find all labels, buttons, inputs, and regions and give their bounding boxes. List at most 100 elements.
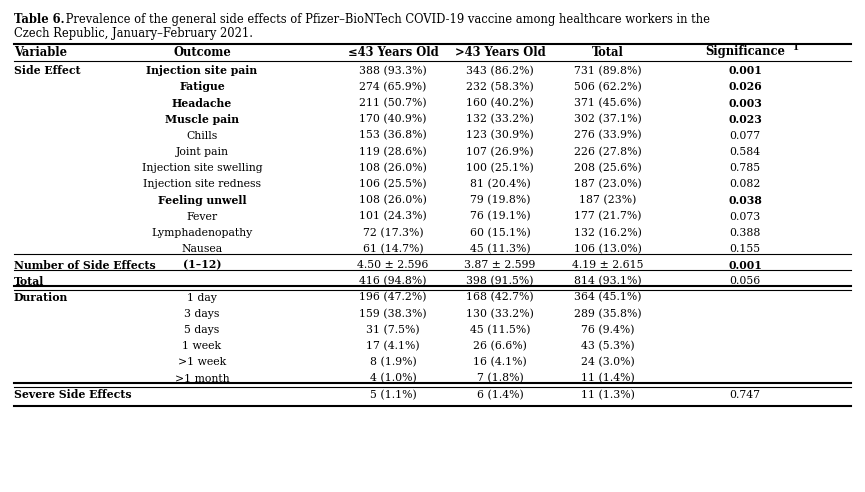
Text: 388 (93.3%): 388 (93.3%): [359, 65, 426, 76]
Text: Headache: Headache: [172, 97, 232, 109]
Text: Injection site pain: Injection site pain: [146, 65, 258, 76]
Text: 0.038: 0.038: [728, 195, 762, 206]
Text: 108 (26.0%): 108 (26.0%): [359, 195, 427, 206]
Text: 187 (23%): 187 (23%): [580, 195, 637, 206]
Text: 187 (23.0%): 187 (23.0%): [574, 179, 642, 189]
Text: 7 (1.8%): 7 (1.8%): [477, 373, 523, 384]
Text: Lymphadenopathy: Lymphadenopathy: [151, 228, 253, 238]
Text: Outcome: Outcome: [173, 45, 231, 59]
Text: 416 (94.8%): 416 (94.8%): [359, 276, 426, 286]
Text: Muscle pain: Muscle pain: [165, 114, 239, 125]
Text: 0.073: 0.073: [729, 212, 760, 221]
Text: 170 (40.9%): 170 (40.9%): [359, 114, 426, 124]
Text: >43 Years Old: >43 Years Old: [455, 45, 545, 59]
Text: Fatigue: Fatigue: [179, 81, 225, 92]
Text: 0.077: 0.077: [729, 130, 760, 141]
Text: 0.001: 0.001: [728, 260, 762, 271]
Text: >1 week: >1 week: [178, 357, 226, 368]
Text: 3 days: 3 days: [184, 308, 220, 319]
Text: 76 (19.1%): 76 (19.1%): [470, 212, 530, 222]
Text: 0.023: 0.023: [728, 114, 762, 125]
Text: 371 (45.6%): 371 (45.6%): [574, 98, 642, 108]
Text: 0.082: 0.082: [729, 179, 760, 189]
Text: 211 (50.7%): 211 (50.7%): [359, 98, 426, 108]
Text: 72 (17.3%): 72 (17.3%): [362, 228, 423, 238]
Text: Injection site redness: Injection site redness: [143, 179, 261, 189]
Text: 302 (37.1%): 302 (37.1%): [574, 114, 642, 124]
Text: 289 (35.8%): 289 (35.8%): [574, 308, 642, 319]
Text: 4 (1.0%): 4 (1.0%): [369, 373, 416, 384]
Text: 130 (33.2%): 130 (33.2%): [466, 308, 534, 319]
Text: Joint pain: Joint pain: [176, 147, 228, 157]
Text: 3.87 ± 2.599: 3.87 ± 2.599: [465, 260, 535, 270]
Text: 0.785: 0.785: [729, 163, 760, 173]
Text: 43 (5.3%): 43 (5.3%): [581, 341, 635, 351]
Text: 226 (27.8%): 226 (27.8%): [574, 147, 642, 157]
Text: 159 (38.3%): 159 (38.3%): [359, 308, 426, 319]
Text: 1: 1: [793, 43, 799, 53]
Text: 11 (1.4%): 11 (1.4%): [581, 373, 635, 384]
Text: 160 (40.2%): 160 (40.2%): [466, 98, 534, 108]
Text: 16 (4.1%): 16 (4.1%): [473, 357, 527, 368]
Text: Table 6.: Table 6.: [14, 13, 65, 26]
Text: 100 (25.1%): 100 (25.1%): [466, 163, 534, 173]
Text: Severe Side Effects: Severe Side Effects: [14, 389, 131, 400]
Text: 1 day: 1 day: [187, 293, 217, 303]
Text: 45 (11.3%): 45 (11.3%): [470, 244, 530, 254]
Text: 60 (15.1%): 60 (15.1%): [470, 228, 530, 238]
Text: 0.026: 0.026: [728, 81, 762, 92]
Text: Fever: Fever: [187, 212, 218, 221]
Text: 153 (36.8%): 153 (36.8%): [359, 130, 426, 141]
Text: 45 (11.5%): 45 (11.5%): [470, 325, 530, 335]
Text: 208 (25.6%): 208 (25.6%): [574, 163, 642, 173]
Text: Prevalence of the general side effects of Pfizer–BioNTech COVID-19 vaccine among: Prevalence of the general side effects o…: [62, 13, 710, 26]
Text: 168 (42.7%): 168 (42.7%): [466, 292, 534, 303]
Text: 506 (62.2%): 506 (62.2%): [574, 82, 642, 92]
Text: 6 (1.4%): 6 (1.4%): [477, 390, 523, 400]
Text: 0.056: 0.056: [729, 277, 760, 286]
Text: 26 (6.6%): 26 (6.6%): [473, 341, 527, 351]
Text: 123 (30.9%): 123 (30.9%): [466, 130, 534, 141]
Text: 274 (65.9%): 274 (65.9%): [359, 82, 426, 92]
Text: 0.001: 0.001: [728, 65, 762, 76]
Text: Total: Total: [14, 276, 44, 287]
Text: Feeling unwell: Feeling unwell: [157, 195, 247, 206]
Text: 61 (14.7%): 61 (14.7%): [362, 244, 423, 254]
Text: 79 (19.8%): 79 (19.8%): [470, 195, 530, 206]
Text: 8 (1.9%): 8 (1.9%): [369, 357, 416, 368]
Text: 0.155: 0.155: [729, 244, 760, 254]
Text: Variable: Variable: [14, 45, 67, 59]
Text: 731 (89.8%): 731 (89.8%): [574, 65, 642, 76]
Text: 0.388: 0.388: [729, 228, 760, 238]
Text: 0.747: 0.747: [729, 390, 760, 400]
Text: Nausea: Nausea: [182, 244, 222, 254]
Text: 4.50 ± 2.596: 4.50 ± 2.596: [357, 260, 429, 270]
Text: 232 (58.3%): 232 (58.3%): [466, 82, 534, 92]
Text: 0.584: 0.584: [729, 147, 760, 157]
Text: 177 (21.7%): 177 (21.7%): [574, 212, 642, 222]
Text: (1–12): (1–12): [183, 260, 221, 271]
Text: Side Effect: Side Effect: [14, 65, 80, 76]
Text: Czech Republic, January–February 2021.: Czech Republic, January–February 2021.: [14, 27, 253, 40]
Text: >1 month: >1 month: [175, 373, 229, 384]
Text: 101 (24.3%): 101 (24.3%): [359, 212, 426, 222]
Text: Number of Side Effects: Number of Side Effects: [14, 260, 156, 271]
Text: 132 (16.2%): 132 (16.2%): [574, 228, 642, 238]
Text: Significance: Significance: [705, 45, 785, 59]
Text: Duration: Duration: [14, 292, 68, 303]
Text: 132 (33.2%): 132 (33.2%): [466, 114, 534, 124]
Text: ≤43 Years Old: ≤43 Years Old: [348, 45, 439, 59]
Text: 11 (1.3%): 11 (1.3%): [581, 390, 635, 400]
Text: 108 (26.0%): 108 (26.0%): [359, 163, 427, 173]
Text: 119 (28.6%): 119 (28.6%): [359, 147, 426, 157]
Text: 106 (13.0%): 106 (13.0%): [574, 244, 642, 254]
Text: 31 (7.5%): 31 (7.5%): [366, 325, 420, 335]
Text: 5 days: 5 days: [184, 325, 220, 335]
Text: 5 (1.1%): 5 (1.1%): [369, 390, 416, 400]
Text: 17 (4.1%): 17 (4.1%): [366, 341, 420, 351]
Text: Injection site swelling: Injection site swelling: [142, 163, 262, 173]
Text: 106 (25.5%): 106 (25.5%): [359, 179, 426, 189]
Text: 76 (9.4%): 76 (9.4%): [581, 325, 635, 335]
Text: 814 (93.1%): 814 (93.1%): [574, 276, 642, 286]
Text: 0.003: 0.003: [728, 97, 762, 109]
